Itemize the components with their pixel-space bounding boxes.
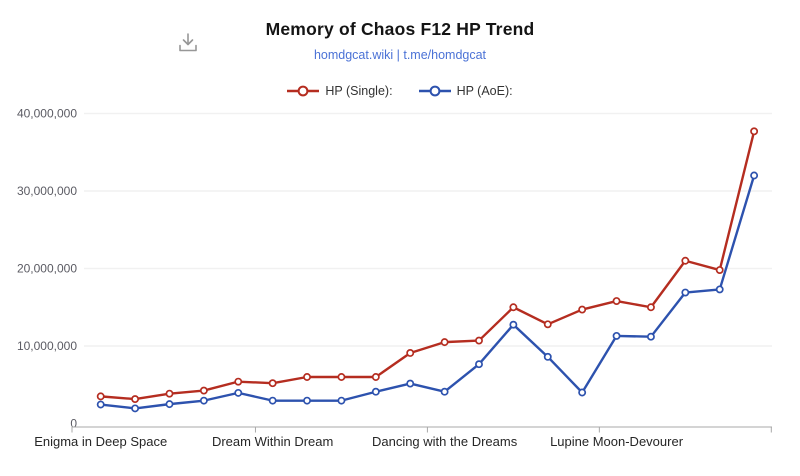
hp-single-point-10[interactable]	[406, 349, 415, 357]
hp-aoe-point-18[interactable]	[681, 288, 690, 297]
hp-single-point-15[interactable]	[578, 305, 587, 314]
hp-aoe-point-6[interactable]	[268, 396, 277, 405]
hp-single-point-2[interactable]	[131, 395, 140, 404]
y-axis-tick-label: 40,000,000	[17, 107, 77, 121]
hp-single-point-19[interactable]	[715, 266, 724, 274]
hp-single-point-6[interactable]	[268, 379, 277, 388]
y-axis-tick-label: 20,000,000	[17, 262, 77, 276]
hp-single-point-5[interactable]	[234, 377, 243, 386]
legend-marker-icon	[418, 85, 451, 97]
hp-single-point-13[interactable]	[509, 303, 518, 312]
hp-aoe-point-2[interactable]	[131, 404, 140, 413]
hp-single-point-4[interactable]	[199, 386, 208, 395]
hp-aoe-point-10[interactable]	[406, 379, 415, 388]
hp-aoe-point-16[interactable]	[612, 331, 621, 340]
x-axis-category-label: Dancing with the Dreams	[372, 434, 518, 449]
hp-single-point-9[interactable]	[371, 373, 380, 381]
hp-single-line	[100, 131, 756, 401]
chart-legend: HP (Single): HP (AoE):	[0, 84, 800, 98]
legend-label: HP (AoE):	[456, 84, 513, 98]
y-axis-tick-label: 30,000,000	[17, 184, 77, 198]
hp-aoe-point-9[interactable]	[371, 387, 380, 396]
legend-marker-icon	[287, 85, 320, 97]
hp-single-point-3[interactable]	[165, 389, 174, 398]
x-axis-category-label: Enigma in Deep Space	[34, 434, 167, 449]
hp-aoe-point-13[interactable]	[509, 320, 518, 329]
hp-aoe-point-1[interactable]	[96, 400, 105, 409]
x-axis-category-label: Lupine Moon-Devourer	[550, 434, 684, 449]
x-axis-category-label: Dream Within Dream	[212, 434, 333, 449]
hp-single-point-1[interactable]	[96, 392, 105, 401]
hp-single-point-7[interactable]	[303, 373, 311, 381]
hp-aoe-point-8[interactable]	[337, 396, 346, 405]
y-axis-tick-label: 10,000,000	[17, 339, 77, 353]
legend-item-hp-aoe[interactable]: HP (AoE):	[418, 84, 513, 98]
download-arrow-head	[182, 39, 194, 46]
hp-aoe-point-20[interactable]	[750, 171, 759, 180]
hp-aoe-point-3[interactable]	[165, 400, 174, 409]
y-axis-tick-label: 0	[70, 417, 77, 431]
hp-aoe-point-19[interactable]	[715, 285, 724, 294]
subtitle-link[interactable]: homdgcat.wiki | t.me/homdgcat	[313, 48, 487, 62]
hp-aoe-point-11[interactable]	[440, 387, 449, 396]
hp-aoe-point-15[interactable]	[578, 388, 587, 397]
hp-single-point-18[interactable]	[681, 256, 690, 265]
hp-aoe-point-7[interactable]	[303, 396, 311, 405]
hp-aoe-point-5[interactable]	[234, 388, 243, 397]
hp-single-point-20[interactable]	[750, 127, 759, 136]
hp-aoe-point-14[interactable]	[543, 352, 552, 361]
download-icon[interactable]	[176, 30, 200, 56]
page-title: Memory of Chaos F12 HP Trend	[265, 19, 535, 39]
download-tray	[179, 44, 197, 52]
hp-aoe-point-12[interactable]	[475, 360, 483, 369]
hp-aoe-line	[100, 175, 756, 410]
hp-aoe-point-4[interactable]	[199, 396, 208, 405]
hp-single-point-8[interactable]	[337, 373, 346, 381]
hp-single-point-17[interactable]	[646, 303, 655, 312]
hp-single-point-11[interactable]	[440, 338, 449, 347]
hp-single-point-12[interactable]	[475, 336, 483, 345]
hp-single-point-16[interactable]	[612, 297, 621, 305]
legend-item-hp-single[interactable]: HP (Single):	[287, 84, 393, 98]
hp-single-point-14[interactable]	[543, 320, 552, 329]
line-chart-canvas[interactable]: 0 10,000,000 20,000,000 30,000,000 40,000,00…	[0, 100, 800, 476]
legend-label: HP (Single):	[325, 84, 393, 98]
hp-aoe-point-17[interactable]	[646, 332, 655, 341]
